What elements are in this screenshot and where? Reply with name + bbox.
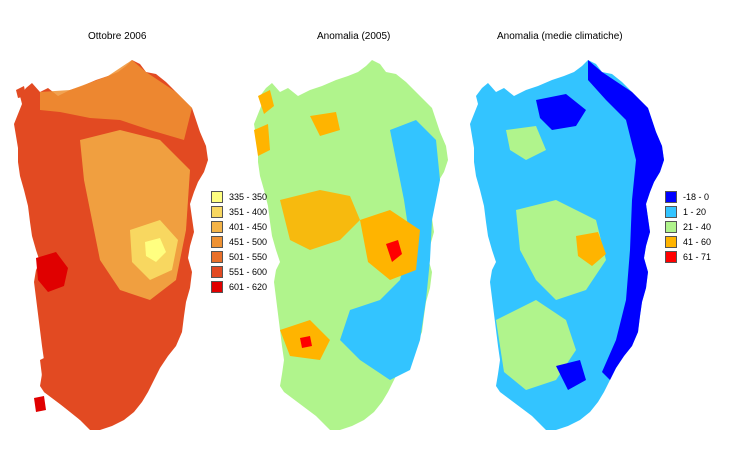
panel-title-ottobre: Ottobre 2006 <box>88 31 147 42</box>
map3-north-blue <box>536 94 586 130</box>
legend-swatch <box>211 220 223 233</box>
legend-swatch <box>211 280 223 293</box>
legend-row: -18 - 0 <box>665 189 711 204</box>
map3-east-coast <box>588 60 664 380</box>
map2-orange-nw <box>258 90 274 114</box>
map2-orange-nw2 <box>254 124 270 156</box>
legend-label: 351 - 400 <box>229 206 268 217</box>
legend-row: 401 - 450 <box>211 219 267 234</box>
legend-ottobre: 335 - 350 351 - 400 401 - 450 451 - 500 … <box>211 189 267 294</box>
map3-south-blue <box>556 360 586 390</box>
legend-row: 335 - 350 <box>211 189 267 204</box>
legend-row: 601 - 620 <box>211 279 267 294</box>
map1-west-high <box>36 252 68 292</box>
map3-orange-center <box>576 232 606 266</box>
legend-row: 351 - 400 <box>211 204 267 219</box>
map2-red-south <box>300 336 312 348</box>
map1-island-sw <box>34 396 46 412</box>
legend-swatch <box>665 205 677 218</box>
legend-label: -18 - 0 <box>683 191 710 202</box>
legend-label: 451 - 500 <box>229 236 268 247</box>
map-ottobre-2006 <box>14 60 208 430</box>
panel-title-anomalia-2005: Anomalia (2005) <box>317 31 391 42</box>
map-anomalia-medie <box>470 60 664 430</box>
legend-label: 61 - 71 <box>683 251 712 262</box>
legend-row: 1 - 20 <box>665 204 711 219</box>
map2-orange-west <box>280 190 360 250</box>
map1-island-n <box>16 86 26 98</box>
legend-label: 335 - 350 <box>229 191 268 202</box>
legend-anomalia: -18 - 0 1 - 20 21 - 40 41 - 60 61 - 71 <box>665 189 711 264</box>
legend-row: 451 - 500 <box>211 234 267 249</box>
legend-swatch <box>211 190 223 203</box>
map1-southwest <box>40 350 100 420</box>
map3-green-south <box>496 300 576 390</box>
map2-orange-north <box>310 112 340 136</box>
legend-swatch <box>211 235 223 248</box>
legend-swatch <box>211 205 223 218</box>
legend-row: 551 - 600 <box>211 264 267 279</box>
legend-swatch <box>665 250 677 263</box>
map1-peak2 <box>145 238 166 262</box>
map1-coast-north <box>40 60 192 140</box>
legend-label: 41 - 60 <box>683 236 712 247</box>
panel-title-anomalia-medie: Anomalia (medie climatiche) <box>497 31 623 42</box>
legend-label: 501 - 550 <box>229 251 268 262</box>
legend-label: 21 - 40 <box>683 221 712 232</box>
legend-label: 601 - 620 <box>229 281 268 292</box>
legend-row: 501 - 550 <box>211 249 267 264</box>
legend-label: 401 - 450 <box>229 221 268 232</box>
map3-green-nw <box>506 126 546 160</box>
map-anomalia-2005 <box>254 60 448 430</box>
map2-east-blue <box>340 120 440 380</box>
legend-row: 41 - 60 <box>665 234 711 249</box>
legend-swatch <box>211 250 223 263</box>
legend-label: 1 - 20 <box>683 206 707 217</box>
legend-swatch <box>211 265 223 278</box>
map2-red-center <box>386 240 402 262</box>
legend-swatch <box>665 235 677 248</box>
legend-row: 21 - 40 <box>665 219 711 234</box>
legend-row: 61 - 71 <box>665 249 711 264</box>
legend-label: 551 - 600 <box>229 266 268 277</box>
map3-green-center <box>516 200 606 300</box>
legend-swatch <box>665 190 677 203</box>
legend-swatch <box>665 220 677 233</box>
